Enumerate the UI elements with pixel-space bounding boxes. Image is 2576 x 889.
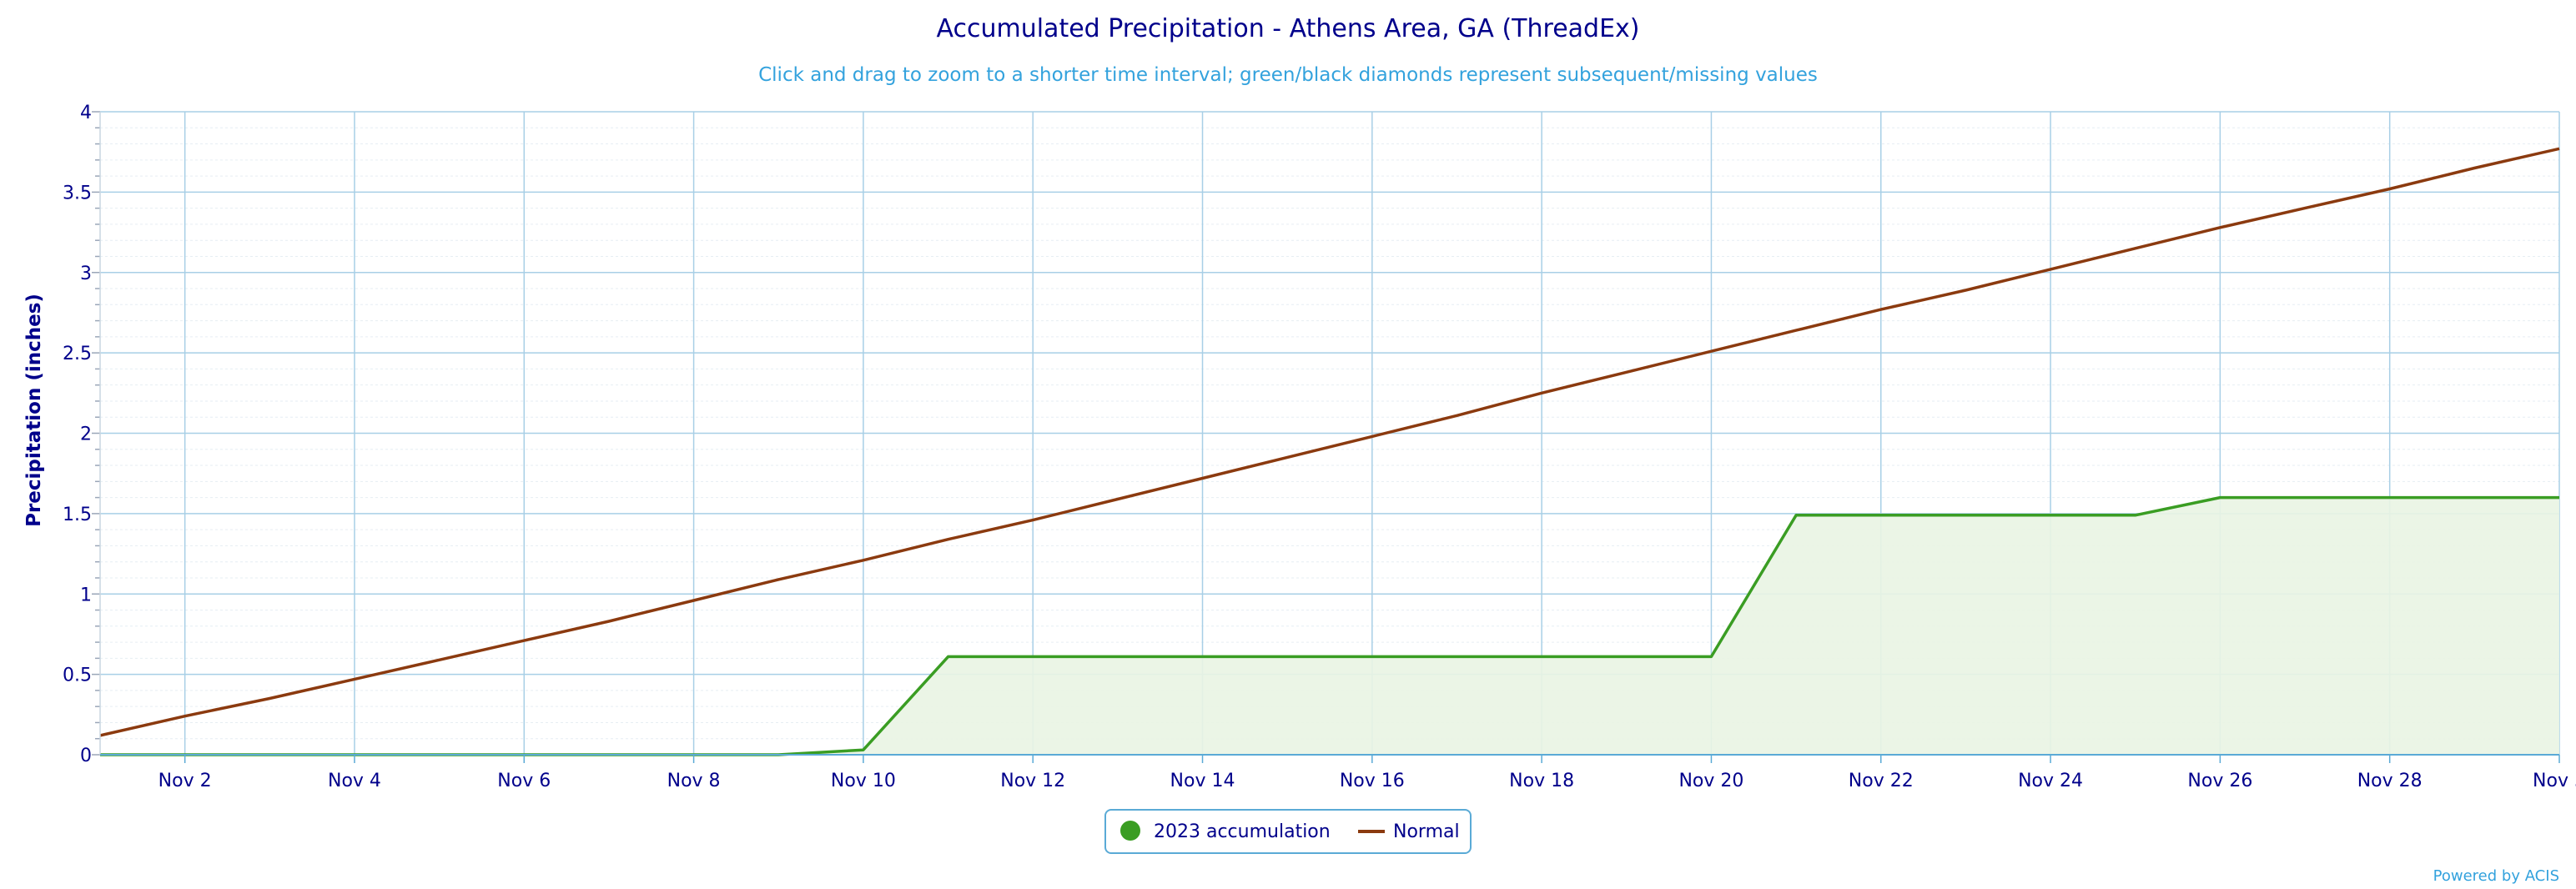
y-tick-label: 0.5 — [63, 665, 92, 686]
x-tick-label: Nov 20 — [1678, 771, 1743, 791]
legend-item-2023-accumulation[interactable]: 2023 accumulation — [1120, 821, 1331, 842]
series-line-normal[interactable] — [99, 147, 2560, 737]
series-area-2023-accumulation — [100, 497, 2559, 755]
x-tick-label: Nov 26 — [2187, 771, 2252, 791]
axes: 0 0.5 1 1.5 2 2.5 3 3.5 4 Nov 2 Nov 4 Nov 6 Nov 8 Nov… — [63, 103, 2576, 791]
y-tick-label: 3 — [80, 264, 92, 284]
y-tick-label: 1.5 — [63, 505, 92, 525]
x-tick-label: Nov 8 — [667, 771, 721, 791]
chart-subtitle: Click and drag to zoom to a shorter time… — [758, 64, 1818, 86]
y-tick-label: 3.5 — [63, 183, 92, 203]
x-tick-label: Nov 10 — [831, 771, 896, 791]
x-tick-label: Nov 3 — [2533, 771, 2576, 791]
x-tick-label: Nov 16 — [1340, 771, 1405, 791]
x-tick-label: Nov 6 — [497, 771, 551, 791]
x-tick-label: Nov 18 — [1509, 771, 1574, 791]
x-tick-label: Nov 4 — [328, 771, 381, 791]
series-layer — [99, 147, 2560, 756]
legend-box — [1104, 809, 1472, 854]
x-tick-label: Nov 12 — [1000, 771, 1065, 791]
y-tick-label: 0 — [80, 746, 92, 766]
x-tick-label: Nov 22 — [1849, 771, 1914, 791]
legend-label-normal: Normal — [1393, 821, 1460, 842]
y-tick-label: 4 — [80, 103, 92, 123]
chart-title: Accumulated Precipitation - Athens Area,… — [936, 14, 1639, 43]
x-tick-label: Nov 14 — [1170, 771, 1235, 791]
legend-item-normal[interactable]: Normal — [1358, 821, 1460, 842]
legend-symbol-2023-accumulation — [1120, 821, 1140, 841]
x-tick-label: Nov 24 — [2018, 771, 2083, 791]
x-tick-label: Nov 28 — [2357, 771, 2423, 791]
y-tick-label: 2 — [80, 424, 92, 445]
y-tick-label: 2.5 — [63, 344, 92, 364]
y-tick-label: 1 — [80, 585, 92, 605]
x-tick-label: Nov 2 — [158, 771, 212, 791]
legend-label-2023-accumulation: 2023 accumulation — [1154, 821, 1331, 842]
powered-by-credit[interactable]: Powered by ACIS — [2433, 867, 2559, 885]
legend[interactable]: 2023 accumulation Normal — [1104, 809, 1472, 854]
y-axis-label: Precipitation (inches) — [23, 294, 45, 527]
